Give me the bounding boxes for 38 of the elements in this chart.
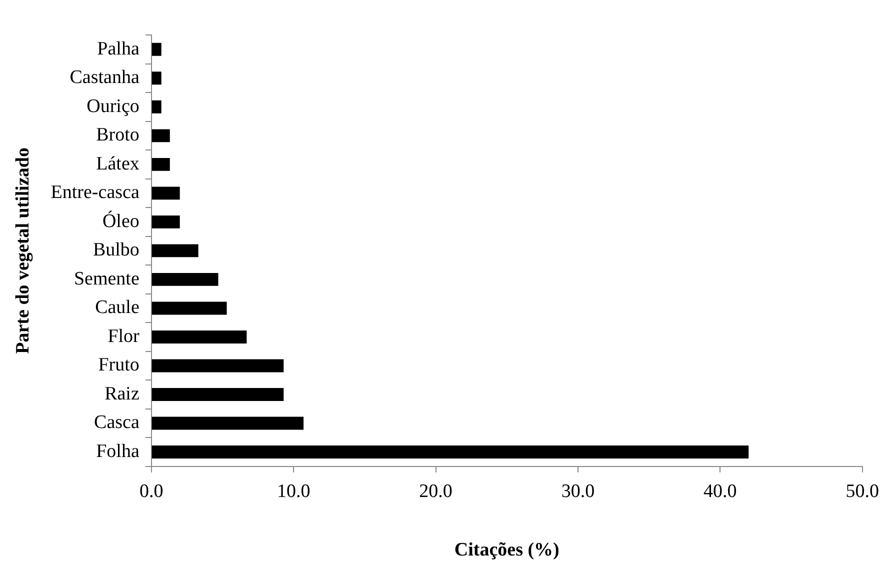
x-tick-label: 20.0 — [419, 480, 452, 502]
y-tick-label: Broto — [96, 124, 140, 146]
bar — [152, 215, 180, 228]
y-tick-label: Látex — [96, 153, 140, 174]
x-axis-title: Citações (%) — [454, 540, 560, 561]
bar — [152, 186, 180, 200]
y-tick-label: Castanha — [70, 67, 140, 88]
bar — [152, 302, 227, 315]
bar — [152, 272, 218, 286]
y-tick-label: Entre-casca — [50, 182, 140, 204]
y-tick-label: Raiz — [104, 383, 140, 404]
y-tick-label: Fruto — [98, 354, 140, 376]
bar — [152, 129, 170, 142]
y-tick-label: Caule — [95, 297, 140, 318]
y-tick-label: Bulbo — [92, 240, 140, 261]
y-tick-label: Flor — [108, 326, 140, 347]
y-tick-label: Óleo — [102, 210, 140, 232]
bar — [152, 42, 162, 56]
y-tick-label: Semente — [74, 268, 140, 290]
x-tick-label: 50.0 — [846, 480, 879, 502]
y-axis-title: Parte do vegetal utilizado — [12, 148, 34, 354]
y-tick-label: Palha — [97, 38, 140, 60]
bar — [152, 72, 162, 85]
bar — [152, 244, 198, 258]
y-tick-label: Folha — [96, 441, 140, 462]
y-tick-label: Casca — [94, 412, 140, 434]
bar — [152, 388, 284, 401]
x-tick-label: 0.0 — [140, 480, 164, 502]
bar — [152, 330, 247, 344]
y-tick-label: Ouriço — [86, 96, 140, 117]
x-tick-label: 40.0 — [704, 480, 737, 502]
bar — [152, 446, 749, 458]
bar — [152, 416, 304, 430]
bar — [152, 359, 284, 372]
bar — [152, 100, 162, 114]
x-tick-label: 10.0 — [276, 480, 310, 502]
bar — [152, 158, 170, 171]
x-tick-label: 30.0 — [561, 480, 595, 502]
